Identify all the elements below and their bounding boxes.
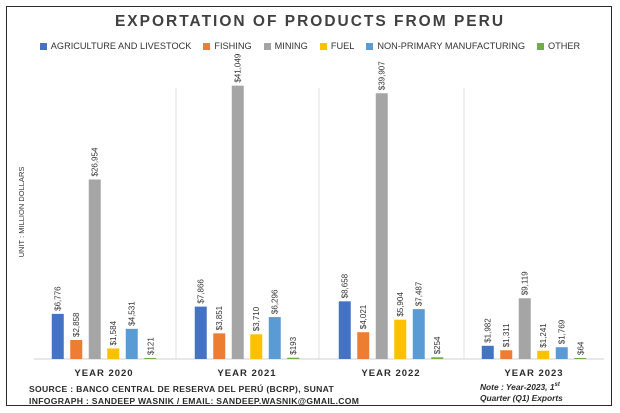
data-label: $3,710 xyxy=(252,306,261,331)
legend-swatch xyxy=(366,42,374,50)
legend-label: MINING xyxy=(274,41,308,51)
data-label: $6,296 xyxy=(271,289,280,314)
bar xyxy=(250,334,263,359)
bar xyxy=(481,345,494,359)
bar xyxy=(194,306,207,359)
legend-item: FISHING xyxy=(203,41,252,51)
legend-label: FUEL xyxy=(330,41,355,51)
legend-item: AGRICULTURE AND LIVESTOCK xyxy=(39,41,192,51)
footer: SOURCE : BANCO CENTRAL DE RESERVA DEL PE… xyxy=(29,383,359,407)
legend: AGRICULTURE AND LIVESTOCK FISHING MINING FU… xyxy=(0,41,620,51)
bar xyxy=(394,319,407,359)
category-label: YEAR 2023 xyxy=(504,368,563,379)
bar xyxy=(51,313,64,359)
bar xyxy=(412,309,425,359)
data-label: $121 xyxy=(146,337,155,355)
data-label: $39,907 xyxy=(378,61,387,90)
data-label: $6,776 xyxy=(54,286,63,311)
bar xyxy=(555,347,568,359)
legend-swatch xyxy=(319,42,327,50)
legend-label: OTHER xyxy=(548,41,581,51)
legend-swatch xyxy=(263,42,271,50)
bar xyxy=(268,317,281,359)
category-label: YEAR 2020 xyxy=(74,368,133,379)
category-label: YEAR 2021 xyxy=(217,368,276,379)
bar xyxy=(213,333,226,359)
bar xyxy=(144,358,157,359)
legend-label: AGRICULTURE AND LIVESTOCK xyxy=(50,41,192,51)
data-label: $7,487 xyxy=(415,281,424,306)
legend-swatch xyxy=(537,42,545,50)
legend-label: FISHING xyxy=(214,41,252,51)
source-text: SOURCE : BANCO CENTRAL DE RESERVA DEL PE… xyxy=(29,384,335,394)
data-label: $2,858 xyxy=(72,312,81,337)
bar xyxy=(88,179,101,359)
bar xyxy=(231,85,244,360)
category-label: YEAR 2022 xyxy=(361,368,420,379)
bar xyxy=(518,298,531,359)
data-label: $4,021 xyxy=(359,304,368,329)
data-label: $3,851 xyxy=(215,305,224,330)
infograph-credit: INFOGRAPH : SANDEEP WASNIK / EMAIL: SAND… xyxy=(29,396,360,406)
legend-swatch xyxy=(203,42,211,50)
note-line1: Note : Year-2023, 1 xyxy=(480,381,555,392)
note: Note : Year-2023, 1st Quarter (Q1) Expor… xyxy=(480,380,563,404)
bar xyxy=(375,93,388,359)
note-line2: Quarter (Q1) Exports xyxy=(480,392,563,403)
bar xyxy=(574,358,587,359)
data-label: $1,584 xyxy=(109,320,118,345)
bar xyxy=(70,339,83,359)
data-label: $1,982 xyxy=(484,318,493,343)
data-label: $193 xyxy=(289,336,298,354)
bar xyxy=(287,357,300,359)
y-axis-label: UNIT : MILLION DOLLARS xyxy=(17,167,26,258)
data-label: $5,904 xyxy=(396,292,405,317)
data-label: $7,866 xyxy=(197,279,206,304)
data-label: $1,241 xyxy=(539,323,548,348)
bar xyxy=(125,328,138,359)
bar xyxy=(500,350,513,359)
data-label: $254 xyxy=(433,336,442,354)
data-label: $4,531 xyxy=(128,301,137,326)
chart-title: EXPORTATION OF PRODUCTS FROM PERU xyxy=(114,13,506,30)
bar xyxy=(431,357,444,359)
legend-item: FUEL xyxy=(319,41,355,51)
bar xyxy=(338,301,351,359)
legend-label: NON-PRIMARY MANUFACTURING xyxy=(377,41,526,51)
bar xyxy=(537,350,550,359)
data-label: $64 xyxy=(576,341,585,355)
note-superscript: st xyxy=(554,382,560,388)
data-label: $1,769 xyxy=(558,319,567,344)
chart-frame xyxy=(6,6,612,406)
data-label: $26,954 xyxy=(91,147,100,176)
data-label: $1,311 xyxy=(502,323,511,347)
legend-swatch xyxy=(39,42,47,50)
legend-item: NON-PRIMARY MANUFACTURING xyxy=(366,41,525,51)
data-label: $9,119 xyxy=(521,271,530,295)
legend-item: OTHER xyxy=(537,41,580,51)
data-label: $41,049 xyxy=(234,53,243,82)
bar xyxy=(357,332,370,359)
bar xyxy=(107,348,120,359)
legend-item: MINING xyxy=(263,41,308,51)
data-label: $8,658 xyxy=(341,273,350,298)
